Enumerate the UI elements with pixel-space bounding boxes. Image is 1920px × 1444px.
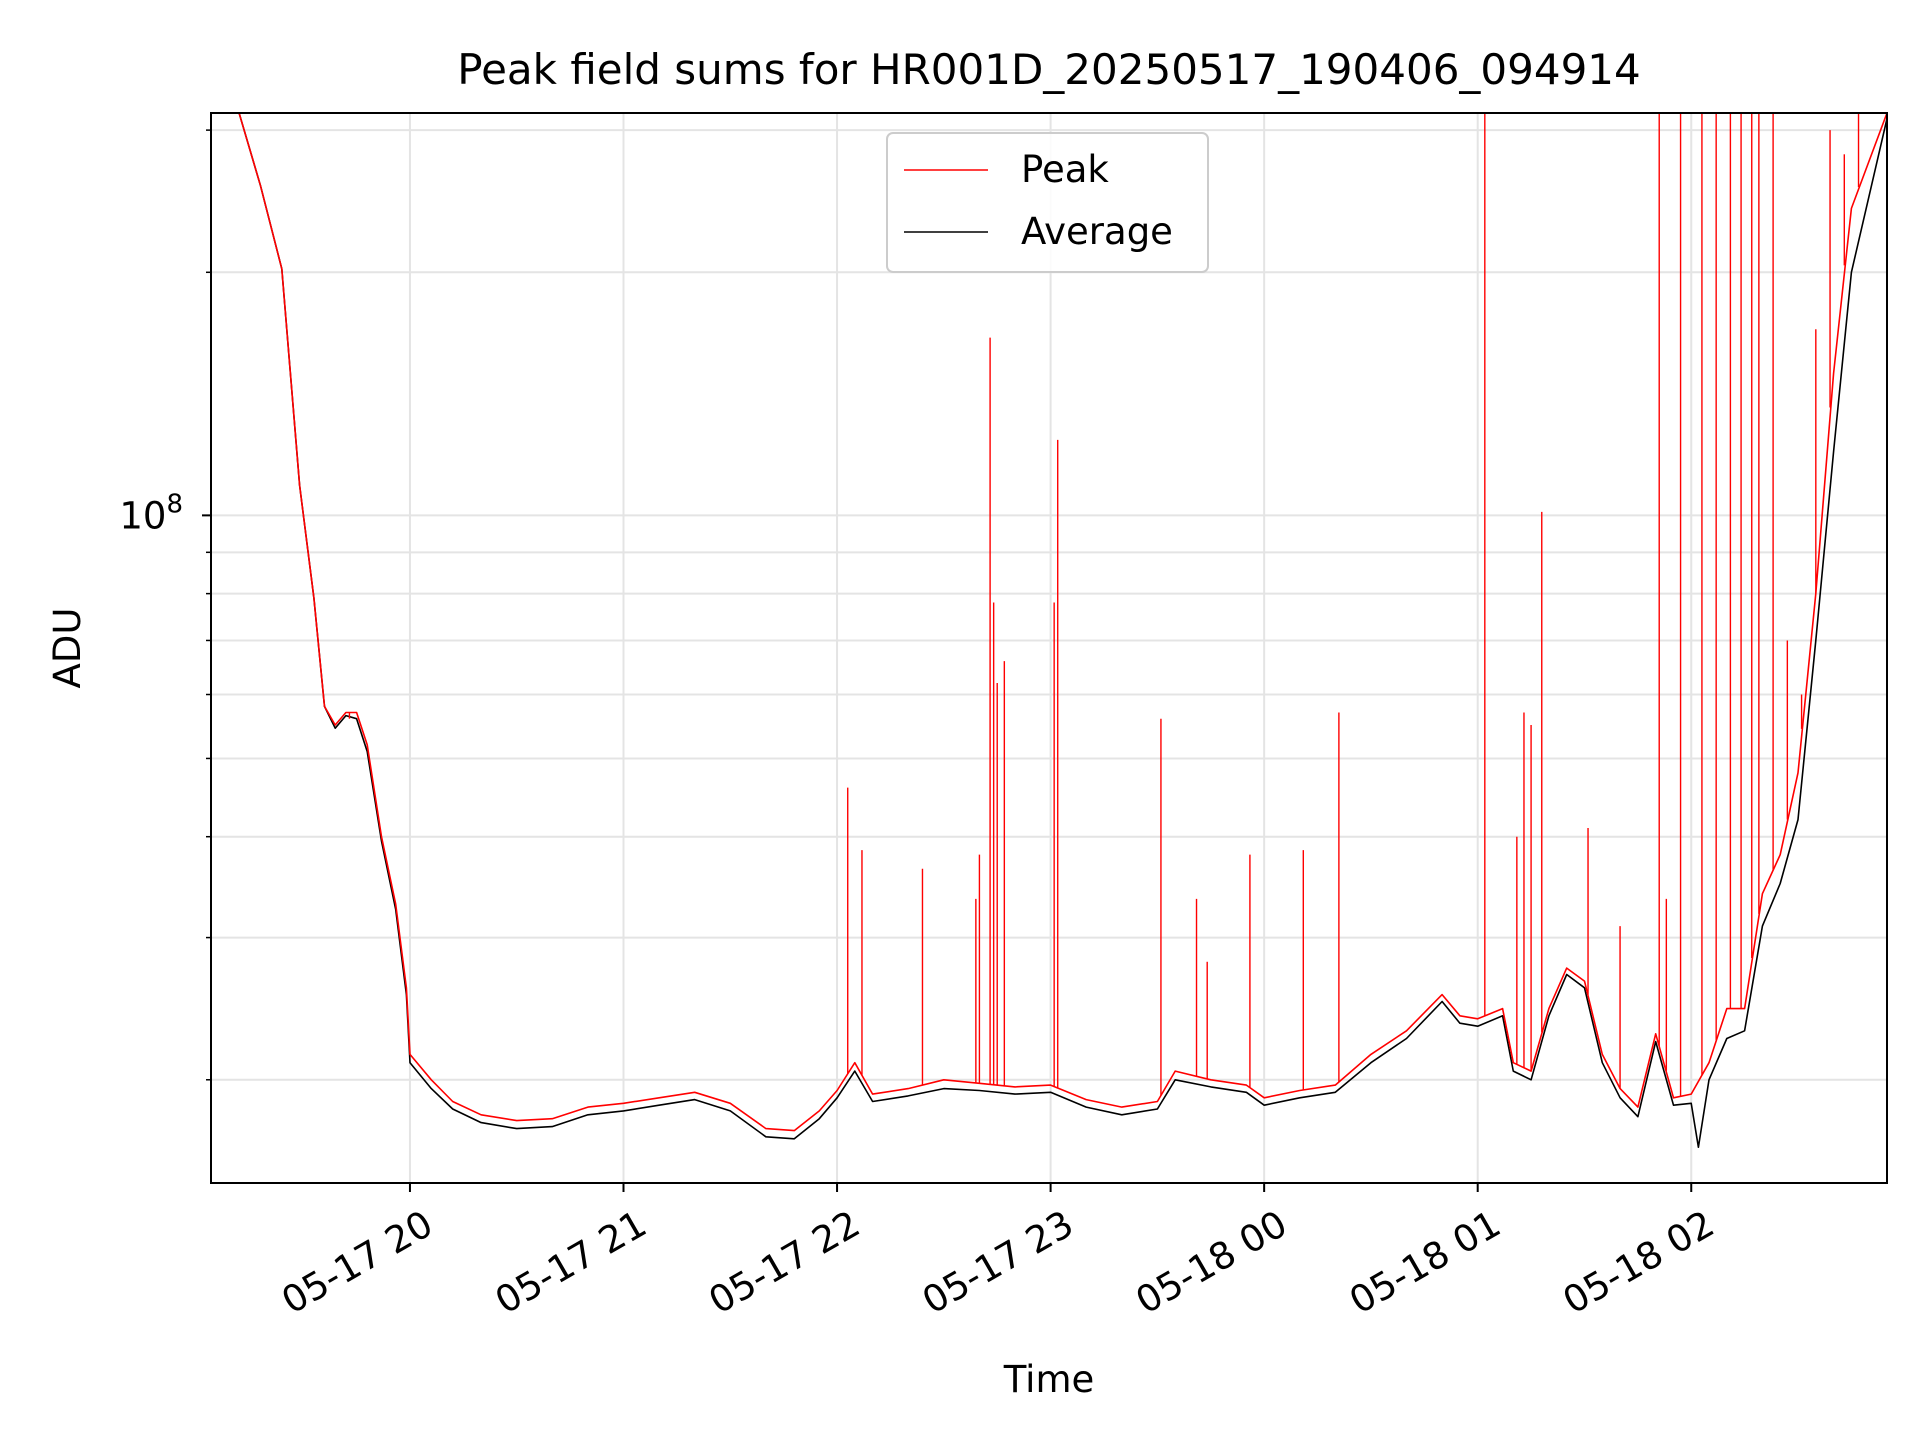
y-tick-label: 108 <box>119 489 183 537</box>
y-axis-label: ADU <box>46 608 89 689</box>
legend-label-peak: Peak <box>1021 148 1109 191</box>
grid <box>211 113 1887 1183</box>
legend-label-average: Average <box>1021 210 1173 253</box>
legend-box <box>886 132 1209 273</box>
legend: Peak Average <box>886 132 1209 273</box>
x-axis-label: Time <box>1003 1358 1095 1401</box>
plot-frame <box>210 112 1888 1184</box>
series-area <box>211 113 1887 1148</box>
chart-title: Peak field sums for HR001D_20250517_1904… <box>457 45 1641 94</box>
